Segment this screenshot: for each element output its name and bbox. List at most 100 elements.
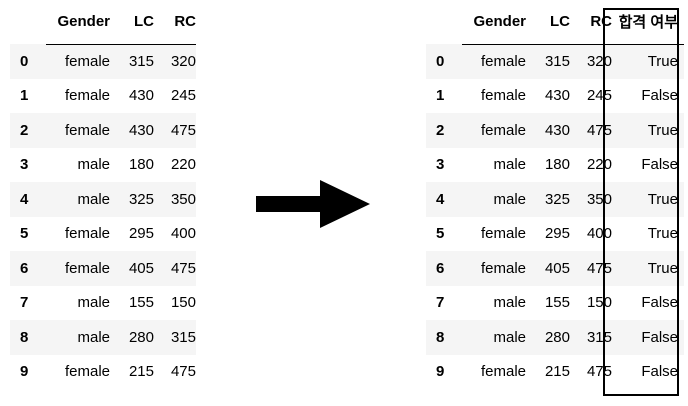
cell-rc: 475	[586, 363, 612, 381]
table-row: 7 male 155 150	[10, 286, 196, 321]
cell-rc: 315	[170, 328, 196, 346]
cell-gender: female	[64, 53, 110, 70]
cell-pass: True	[647, 53, 678, 70]
cell-pass: True	[647, 121, 678, 139]
row-index: 6	[436, 259, 445, 277]
cell-gender: female	[480, 87, 526, 105]
input-dataframe: Gender LC RC 0 female 315 320 1 female 430 245 2…	[10, 0, 196, 389]
cell-gender: male	[493, 294, 526, 312]
cell-gender: male	[77, 190, 110, 208]
cell-pass: False	[641, 87, 678, 105]
cell-lc: 295	[544, 225, 570, 243]
table-row: 8 male 280 315	[10, 320, 196, 355]
cell-lc: 430	[544, 121, 570, 139]
cell-rc: 400	[170, 225, 196, 243]
row-index: 5	[20, 225, 29, 243]
header-row: Gender LC RC 합격 여부	[426, 0, 684, 45]
cell-rc: 150	[586, 294, 612, 312]
table-row: 6 female 405 475	[10, 251, 196, 286]
cell-pass: True	[647, 190, 678, 208]
cell-lc: 430	[128, 121, 154, 139]
table-row: 6 female 405 475 True	[426, 251, 684, 286]
table-row: 9 female 215 475 False	[426, 355, 684, 390]
table-row: 2 female 430 475	[10, 113, 196, 148]
cell-gender: female	[64, 363, 110, 381]
table-row: 9 female 215 475	[10, 355, 196, 390]
column-header-lc: LC	[526, 0, 570, 45]
cell-lc: 155	[544, 294, 570, 312]
table-row: 1 female 430 245 False	[426, 79, 684, 114]
cell-gender: female	[64, 87, 110, 105]
row-index: 1	[436, 87, 445, 105]
cell-gender: female	[64, 225, 110, 243]
table-row: 2 female 430 475 True	[426, 113, 684, 148]
cell-lc: 215	[128, 363, 154, 381]
cell-rc: 320	[586, 53, 612, 70]
cell-pass: False	[641, 363, 678, 381]
cell-rc: 475	[170, 259, 196, 277]
cell-gender: female	[64, 121, 110, 139]
row-index: 4	[20, 190, 29, 208]
cell-gender: female	[480, 363, 526, 381]
cell-lc: 315	[544, 53, 570, 70]
cell-rc: 245	[170, 87, 196, 105]
cell-pass: False	[641, 328, 678, 346]
cell-gender: male	[77, 294, 110, 312]
cell-lc: 430	[544, 87, 570, 105]
table-row: 0 female 315 320	[10, 44, 196, 79]
cell-lc: 215	[544, 363, 570, 381]
cell-lc: 325	[128, 190, 154, 208]
cell-rc: 150	[170, 294, 196, 312]
cell-gender: female	[480, 225, 526, 243]
cell-lc: 180	[128, 156, 154, 174]
row-index: 0	[20, 52, 29, 70]
cell-pass: False	[641, 156, 678, 174]
cell-lc: 325	[544, 190, 570, 208]
cell-lc: 405	[544, 259, 570, 277]
row-index: 3	[20, 156, 29, 174]
cell-gender: male	[77, 156, 110, 174]
cell-gender: male	[77, 328, 110, 346]
cell-rc: 475	[170, 363, 196, 381]
index-header	[10, 0, 46, 44]
column-header-rc: RC	[154, 0, 196, 45]
cell-gender: male	[493, 156, 526, 174]
row-index: 7	[20, 294, 29, 312]
row-index: 0	[436, 52, 445, 70]
row-index: 9	[20, 363, 29, 381]
table-row: 0 female 315 320 True	[426, 44, 684, 79]
index-header	[426, 0, 462, 44]
cell-lc: 315	[128, 53, 154, 70]
row-index: 9	[436, 363, 445, 381]
cell-lc: 180	[544, 156, 570, 174]
header-row: Gender LC RC	[10, 0, 196, 45]
table-row: 1 female 430 245	[10, 79, 196, 114]
cell-gender: female	[480, 121, 526, 139]
table-row: 5 female 295 400	[10, 217, 196, 252]
cell-rc: 220	[170, 156, 196, 174]
table-row: 3 male 180 220	[10, 148, 196, 183]
cell-pass: True	[647, 259, 678, 277]
cell-pass: False	[641, 294, 678, 312]
row-index: 8	[20, 328, 29, 346]
table-row: 5 female 295 400 True	[426, 217, 684, 252]
cell-pass: True	[647, 225, 678, 243]
cell-rc: 320	[170, 53, 196, 70]
cell-gender: female	[64, 259, 110, 277]
table-row: 8 male 280 315 False	[426, 320, 684, 355]
row-index: 8	[436, 328, 445, 346]
cell-rc: 475	[586, 259, 612, 277]
cell-rc: 315	[586, 328, 612, 346]
cell-lc: 280	[544, 328, 570, 346]
column-header-gender: Gender	[46, 0, 110, 45]
output-dataframe: Gender LC RC 합격 여부 0 female 315 320 True 1 fem…	[426, 0, 684, 389]
cell-rc: 475	[586, 121, 612, 139]
cell-lc: 405	[128, 259, 154, 277]
row-index: 3	[436, 156, 445, 174]
cell-rc: 350	[170, 190, 196, 208]
cell-rc: 245	[586, 87, 612, 105]
row-index: 6	[20, 259, 29, 277]
table-row: 3 male 180 220 False	[426, 148, 684, 183]
row-index: 2	[20, 121, 29, 139]
cell-lc: 155	[128, 294, 154, 312]
